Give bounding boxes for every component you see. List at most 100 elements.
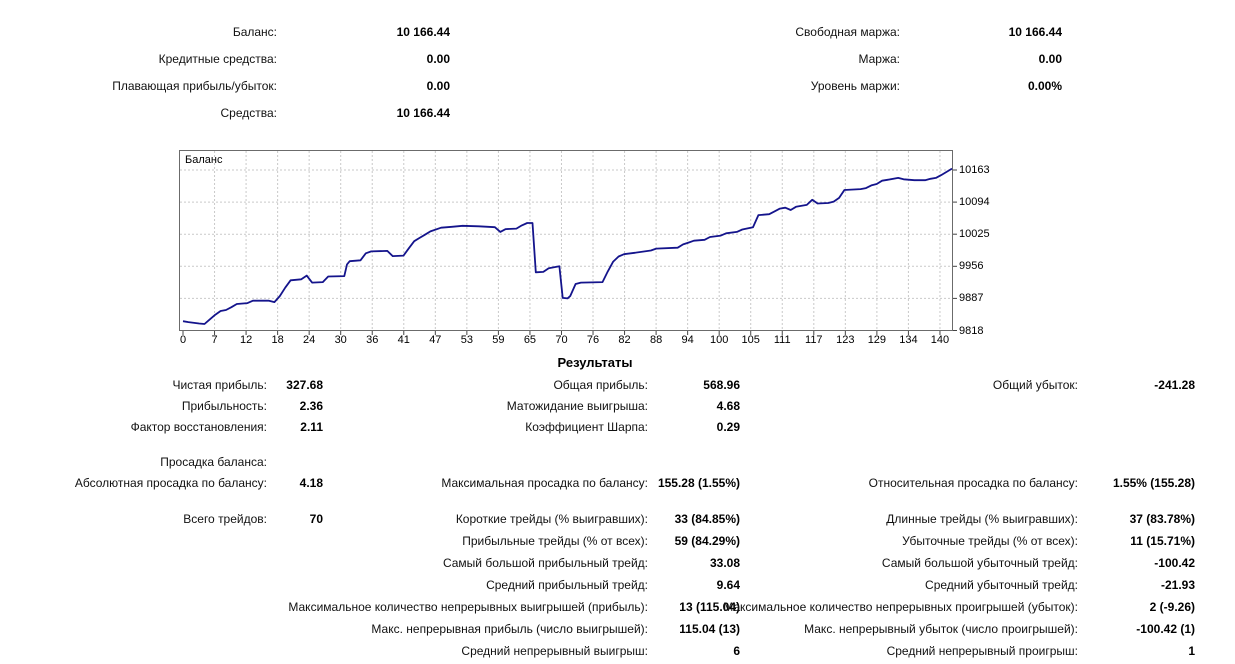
summary-label: Плавающая прибыль/убыток: [112, 79, 277, 93]
stat-label: Самый большой прибыльный трейд: [442, 556, 648, 570]
x-axis-tick-label: 24 [303, 334, 316, 346]
stat-label: Средний убыточный трейд: [925, 578, 1078, 592]
summary-value: 0.00% [1027, 79, 1062, 93]
summary-value: 10 166.44 [396, 25, 450, 39]
stat-value: 1 [1188, 644, 1195, 658]
stat-value: 4.18 [299, 476, 323, 490]
x-axis-tick-label: 12 [239, 334, 253, 346]
stat-value: 11 (15.71%) [1130, 534, 1195, 548]
x-axis-tick-label: 65 [523, 334, 537, 346]
stat-value: 70 [309, 512, 323, 526]
x-axis-tick-label: 59 [492, 334, 505, 346]
stat-value: 4.68 [716, 399, 740, 413]
stat-label: Максимальное количество непрерывных выиг… [288, 600, 648, 614]
stat-label: Максимальная просадка по балансу: [441, 476, 648, 490]
x-axis-tick-label: 76 [586, 334, 600, 346]
stat-value: 115.04 (13) [679, 622, 740, 636]
stat-label: Длинные трейды (% выигравших): [886, 512, 1078, 526]
stat-label: Чистая прибыль: [172, 378, 267, 392]
stat-label: Максимальное количество непрерывных прои… [723, 600, 1078, 614]
stat-label: Средний непрерывный проигрыш: [886, 644, 1078, 658]
stat-label: Общая прибыль: [553, 378, 648, 392]
stat-label: Прибыльные трейды (% от всех): [462, 534, 648, 548]
stat-label: Фактор восстановления: [130, 420, 267, 434]
summary-label: Уровень маржи: [810, 79, 900, 93]
x-axis-tick-label: 0 [179, 334, 187, 346]
stat-label: Самый большой убыточный трейд: [881, 556, 1078, 570]
stat-label: Коэффициент Шарпа: [525, 420, 648, 434]
stat-label: Матожидание выигрыша: [506, 399, 648, 413]
stat-label: Макс. непрерывная прибыль (число выигрыш… [371, 622, 648, 636]
summary-value: 0.00 [426, 52, 450, 66]
stat-value: -100.42 [1154, 556, 1195, 570]
chart-border [179, 150, 953, 331]
x-axis-tick-label: 70 [555, 334, 568, 346]
stat-value: 1.55% (155.28) [1112, 476, 1195, 490]
summary-label: Свободная маржа: [795, 25, 900, 39]
stat-label: Средний прибыльный трейд: [486, 578, 648, 592]
stat-label: Убыточные трейды (% от всех): [902, 534, 1078, 548]
x-axis-tick-label: 30 [334, 334, 347, 346]
x-axis-tick-label: 41 [397, 334, 410, 346]
summary-label: Маржа: [858, 52, 900, 66]
y-axis-tick-label: 9956 [959, 260, 984, 273]
x-axis-tick-label: 129 [867, 334, 887, 346]
stat-value: 33 (84.85%) [674, 512, 740, 526]
stat-value: 2.11 [300, 420, 323, 434]
stat-label: Общий убыток: [992, 378, 1078, 392]
stat-label: Средний непрерывный выигрыш: [461, 644, 648, 658]
stat-label: Прибыльность: [181, 399, 267, 413]
x-axis-tick-label: 100 [709, 334, 729, 346]
x-axis-tick-label: 53 [460, 334, 473, 346]
stat-label: Короткие трейды (% выигравших): [455, 512, 648, 526]
stat-value: 13 (115.04) [679, 600, 740, 614]
summary-label: Средства: [220, 106, 278, 120]
stat-value: 9.64 [716, 578, 740, 592]
stat-value: 6 [733, 644, 740, 658]
stat-label: Макс. непрерывный убыток (число проигрыш… [804, 622, 1078, 636]
balance-curve [182, 167, 953, 325]
x-axis-tick-label: 18 [271, 334, 284, 346]
x-axis-tick-label: 36 [366, 334, 379, 346]
stat-label: Просадка баланса: [160, 455, 267, 469]
stat-value: 2.36 [299, 399, 323, 413]
x-axis-tick-label: 47 [429, 334, 442, 346]
stat-label: Всего трейдов: [183, 512, 267, 526]
summary-value: 0.00 [1038, 52, 1062, 66]
stat-value: 37 (83.78%) [1129, 512, 1195, 526]
y-axis-tick-label: 10025 [959, 228, 990, 241]
x-axis-tick-label: 7 [211, 334, 218, 346]
stat-value: 568.96 [703, 378, 740, 392]
stat-value: -241.28 [1154, 378, 1195, 392]
results-heading: Результаты [557, 355, 633, 370]
chart-legend-label: Баланс [185, 154, 223, 166]
summary-value: 10 166.44 [1008, 25, 1062, 39]
x-axis-tick-label: 82 [618, 334, 631, 346]
summary-label: Баланс: [232, 25, 277, 39]
x-axis-tick-label: 134 [899, 334, 918, 346]
stat-value: 33.08 [709, 556, 740, 570]
stat-label: Относительная просадка по балансу: [868, 476, 1078, 490]
summary-value: 0.00 [426, 79, 450, 93]
stat-value: 327.68 [286, 378, 323, 392]
x-axis-tick-label: 88 [649, 334, 663, 346]
x-axis-tick-label: 94 [681, 334, 694, 346]
x-axis-tick-label: 111 [773, 334, 791, 346]
y-axis-tick-label: 10163 [959, 164, 990, 176]
summary-label: Кредитные средства: [158, 52, 277, 66]
y-axis-tick-label: 9818 [959, 324, 984, 337]
stat-value: 59 (84.29%) [674, 534, 740, 548]
stat-value: 0.29 [716, 420, 740, 434]
summary-value: 10 166.44 [396, 106, 450, 120]
stat-value: 155.28 (1.55%) [657, 476, 740, 490]
stat-label: Абсолютная просадка по балансу: [74, 476, 267, 490]
balance-chart [179, 150, 957, 335]
x-axis-tick-label: 123 [836, 334, 855, 346]
stat-value: -100.42 (1) [1136, 622, 1195, 636]
x-axis-tick-label: 140 [930, 334, 950, 346]
stat-value: 2 (-9.26) [1149, 600, 1195, 614]
y-axis-tick-label: 10094 [959, 196, 990, 209]
stat-value: -21.93 [1160, 578, 1195, 592]
x-axis-tick-label: 105 [741, 334, 760, 346]
